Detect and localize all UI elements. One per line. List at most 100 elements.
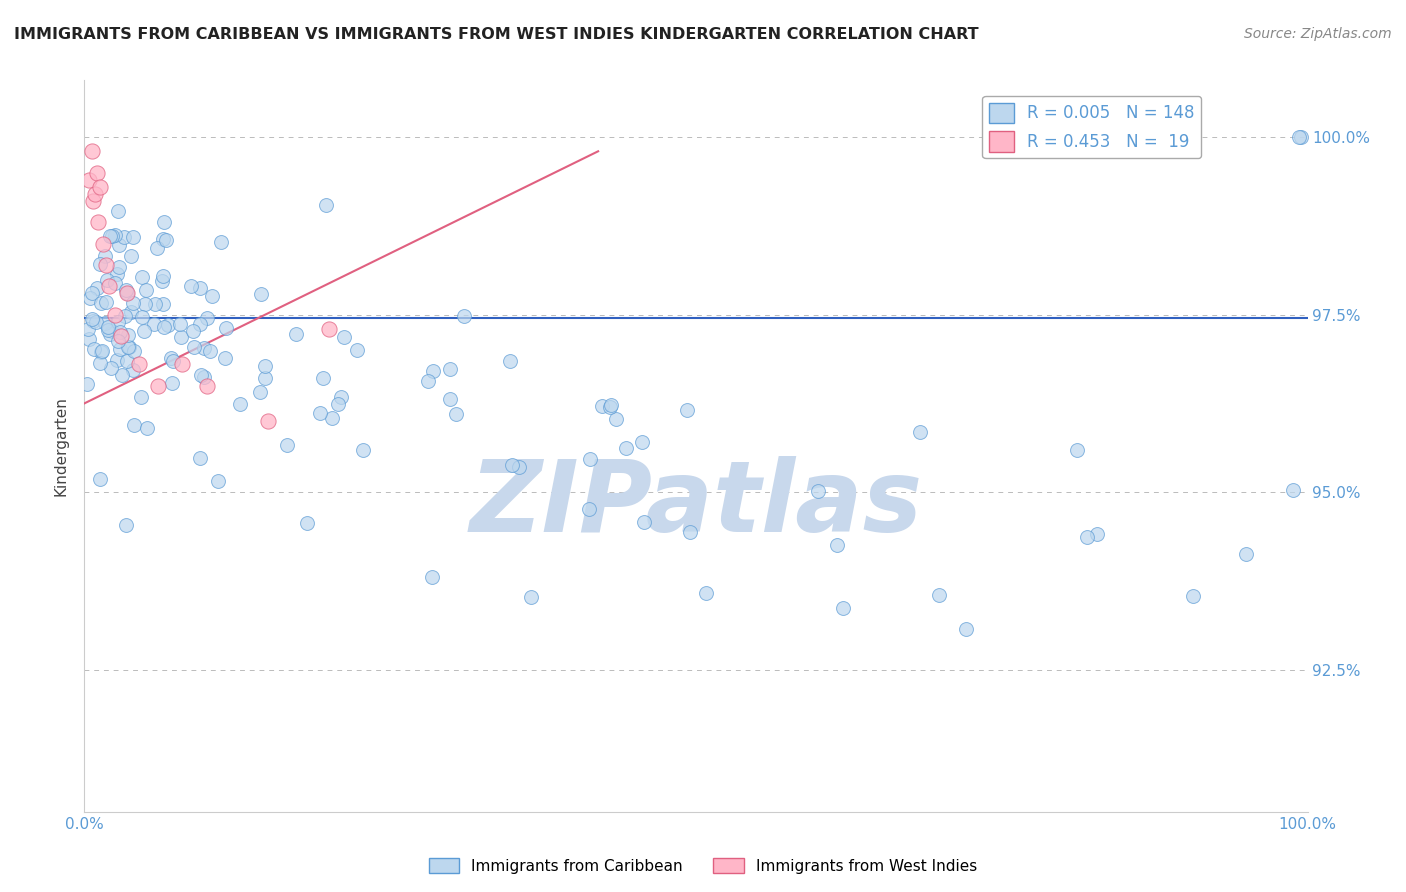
Text: IMMIGRANTS FROM CARIBBEAN VS IMMIGRANTS FROM WEST INDIES KINDERGARTEN CORRELATIO: IMMIGRANTS FROM CARIBBEAN VS IMMIGRANTS … xyxy=(14,27,979,42)
Point xyxy=(120,249,142,263)
Point xyxy=(146,241,169,255)
Point xyxy=(285,326,308,341)
Point xyxy=(214,320,236,334)
Point xyxy=(107,203,129,218)
Point xyxy=(228,397,250,411)
Point xyxy=(1076,531,1098,545)
Point xyxy=(250,287,273,301)
Point xyxy=(89,472,111,486)
Point xyxy=(77,172,100,186)
Point xyxy=(326,397,349,411)
Point xyxy=(90,296,112,310)
Point xyxy=(97,279,120,293)
Point xyxy=(453,310,475,324)
Point xyxy=(318,322,340,336)
Point xyxy=(120,305,142,319)
Point xyxy=(108,238,131,252)
Point xyxy=(600,398,623,412)
Point xyxy=(346,343,368,357)
Point xyxy=(193,370,215,384)
Point xyxy=(94,294,117,309)
Point xyxy=(329,390,352,404)
Point xyxy=(84,186,107,201)
Point xyxy=(209,235,232,249)
Text: ZIPatlas: ZIPatlas xyxy=(470,456,922,553)
Point xyxy=(910,425,932,439)
Point xyxy=(169,317,191,331)
Point xyxy=(162,376,184,390)
Point xyxy=(832,601,855,615)
Point xyxy=(633,515,655,529)
Point xyxy=(97,323,120,337)
Point xyxy=(105,352,128,367)
Point xyxy=(77,322,100,336)
Point xyxy=(416,374,439,388)
Point xyxy=(98,229,121,244)
Point xyxy=(117,340,139,354)
Point xyxy=(104,276,127,290)
Point xyxy=(97,320,120,334)
Legend: Immigrants from Caribbean, Immigrants from West Indies: Immigrants from Caribbean, Immigrants fr… xyxy=(422,852,984,880)
Point xyxy=(315,198,337,212)
Point xyxy=(439,392,461,406)
Point xyxy=(214,351,236,366)
Point xyxy=(156,318,179,333)
Point xyxy=(249,384,271,399)
Point xyxy=(190,368,212,382)
Point xyxy=(101,228,124,243)
Point xyxy=(108,325,131,339)
Point xyxy=(121,295,143,310)
Point xyxy=(162,353,184,368)
Point xyxy=(114,310,136,324)
Point xyxy=(89,179,111,194)
Point xyxy=(91,344,114,359)
Point xyxy=(114,230,136,244)
Point xyxy=(1291,130,1313,145)
Point xyxy=(605,412,627,426)
Point xyxy=(110,329,132,343)
Point xyxy=(1234,547,1257,561)
Y-axis label: Kindergarten: Kindergarten xyxy=(53,396,69,496)
Point xyxy=(86,280,108,294)
Legend: R = 0.005   N = 148, R = 0.453   N =  19: R = 0.005 N = 148, R = 0.453 N = 19 xyxy=(983,96,1201,158)
Point xyxy=(631,434,654,449)
Point xyxy=(276,438,298,452)
Point xyxy=(508,460,530,475)
Point xyxy=(87,215,110,229)
Point xyxy=(153,215,176,229)
Point xyxy=(152,268,174,283)
Point xyxy=(257,414,280,428)
Point xyxy=(107,334,129,349)
Point xyxy=(676,403,699,417)
Point xyxy=(253,359,276,373)
Text: Source: ZipAtlas.com: Source: ZipAtlas.com xyxy=(1244,27,1392,41)
Point xyxy=(591,399,613,413)
Point xyxy=(599,400,621,414)
Point xyxy=(312,370,335,384)
Point xyxy=(82,314,104,328)
Point xyxy=(520,590,543,604)
Point xyxy=(84,315,107,329)
Point xyxy=(76,376,98,391)
Point xyxy=(332,330,354,344)
Point xyxy=(198,343,221,358)
Point xyxy=(155,233,177,247)
Point xyxy=(439,362,461,376)
Point xyxy=(90,345,112,359)
Point xyxy=(143,317,166,331)
Point xyxy=(134,297,156,311)
Point xyxy=(111,368,134,383)
Point xyxy=(578,501,600,516)
Point xyxy=(295,516,318,530)
Point xyxy=(79,291,101,305)
Point xyxy=(82,194,104,208)
Point xyxy=(115,283,138,297)
Point xyxy=(96,273,118,287)
Point xyxy=(254,371,277,385)
Point xyxy=(134,324,156,338)
Point xyxy=(152,231,174,245)
Point xyxy=(108,343,131,357)
Point xyxy=(89,356,111,370)
Point xyxy=(91,236,114,251)
Point xyxy=(104,308,127,322)
